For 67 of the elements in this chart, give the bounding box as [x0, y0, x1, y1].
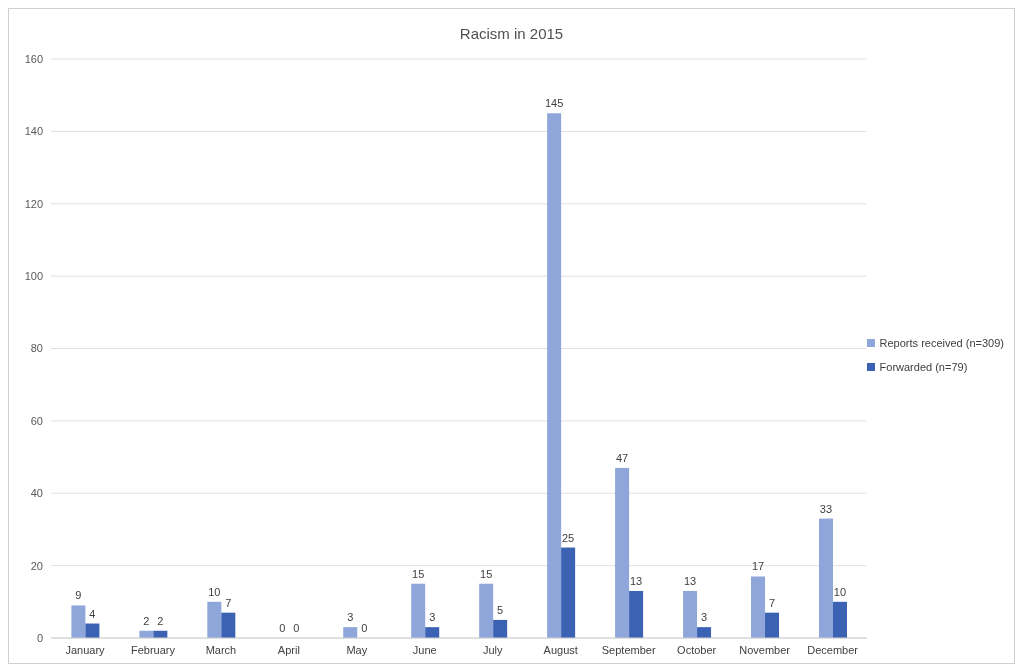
bar: [818, 518, 833, 638]
data-label: 3: [347, 611, 354, 624]
y-tick-label: 160: [24, 52, 43, 65]
data-label: 5: [497, 603, 504, 616]
bar: [411, 583, 426, 638]
x-tick-label: November: [739, 643, 791, 656]
bar: [221, 612, 236, 638]
x-tick-label: October: [677, 643, 717, 656]
bar: [493, 619, 508, 638]
data-label: 15: [412, 567, 425, 580]
data-label: 9: [75, 589, 82, 602]
x-tick-label: January: [65, 643, 106, 656]
data-label: 10: [208, 585, 221, 598]
legend-label: Reports received (n=309): [879, 335, 1004, 351]
data-label: 17: [751, 560, 765, 573]
y-tick-label: 20: [30, 559, 43, 572]
x-tick-label: July: [482, 643, 504, 656]
bar: [425, 627, 440, 638]
y-tick-label: 80: [30, 342, 43, 355]
x-tick-label: June: [412, 643, 437, 656]
data-label: 3: [701, 611, 708, 624]
data-label: 4: [89, 607, 96, 620]
bar: [629, 590, 644, 638]
bar: [561, 547, 576, 638]
data-label: 145: [544, 97, 564, 110]
data-label: 10: [833, 585, 847, 598]
data-label: 0: [279, 622, 286, 634]
y-tick-label: 40: [30, 487, 43, 500]
data-label: 15: [480, 567, 493, 580]
x-tick-label: May: [346, 643, 368, 656]
x-tick-label: December: [807, 643, 859, 656]
legend-label: Forwarded (n=79): [879, 359, 968, 375]
bar: [85, 623, 100, 638]
data-label: 7: [768, 596, 776, 609]
data-label: 3: [429, 611, 436, 624]
y-tick-label: 60: [30, 414, 43, 427]
bar: [683, 590, 698, 638]
y-tick-label: 0: [36, 631, 43, 644]
y-tick-label: 140: [24, 125, 43, 138]
x-tick-label: March: [205, 643, 237, 656]
bar: [547, 113, 562, 638]
x-tick-label: February: [130, 643, 176, 656]
bar: [343, 627, 358, 638]
bar: [207, 601, 222, 638]
x-tick-label: September: [601, 643, 656, 656]
x-tick-label: August: [543, 643, 578, 656]
y-tick-label: 120: [24, 197, 43, 210]
x-tick-label: April: [277, 643, 300, 656]
data-label: 25: [562, 531, 575, 544]
bar: [832, 601, 847, 638]
data-label: 2: [143, 614, 150, 627]
y-tick-label: 100: [24, 270, 43, 283]
data-label: 2: [157, 614, 164, 627]
data-label: 0: [361, 622, 368, 634]
data-label: 7: [225, 596, 232, 609]
chart-title: Racism in 2015: [458, 24, 565, 44]
bar: [479, 583, 494, 638]
bar: [697, 627, 712, 638]
data-label: 33: [819, 502, 833, 515]
data-label: 47: [615, 451, 629, 464]
bar: [765, 612, 780, 638]
data-label: 0: [293, 622, 300, 634]
data-label: 13: [629, 574, 643, 587]
bar: [71, 605, 86, 638]
bar: [615, 467, 630, 638]
bar: [751, 576, 766, 638]
data-label: 13: [683, 574, 697, 587]
